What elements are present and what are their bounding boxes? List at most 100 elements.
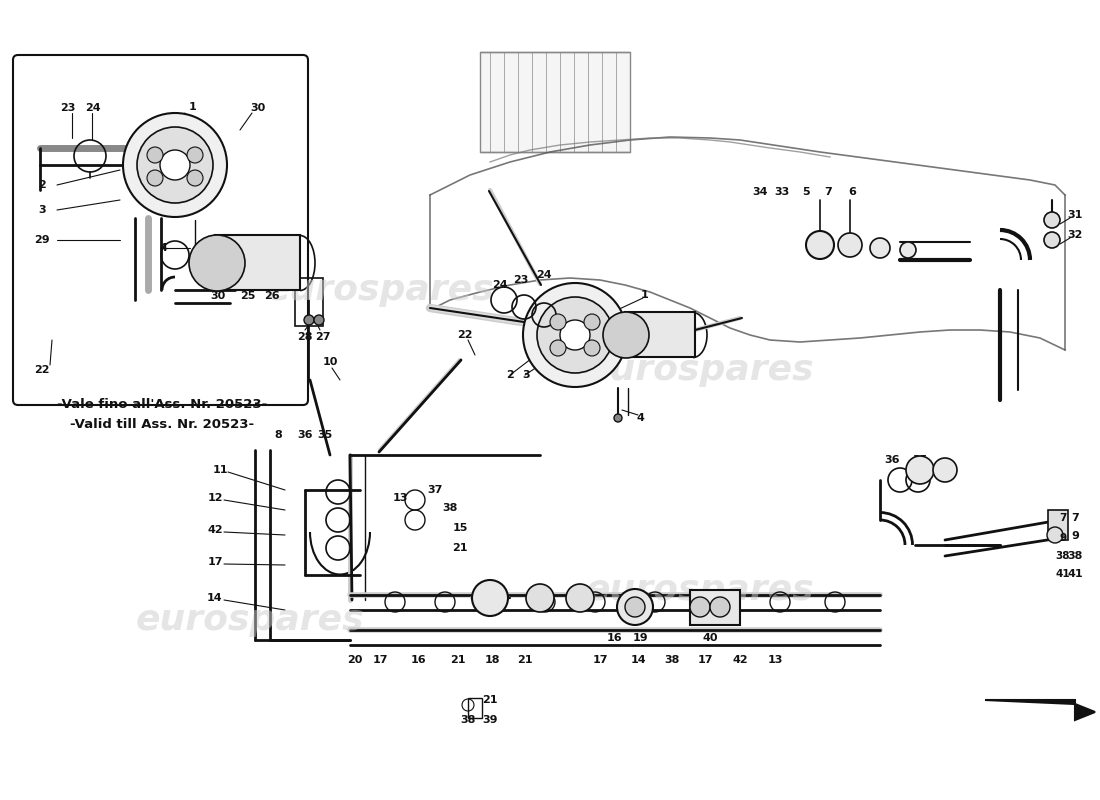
Bar (625, 312, 695, 357)
Circle shape (192, 250, 198, 256)
Text: 11: 11 (212, 465, 228, 475)
Circle shape (550, 340, 566, 356)
Circle shape (123, 113, 227, 217)
Text: 4: 4 (636, 413, 644, 423)
Text: 14: 14 (630, 655, 646, 665)
Circle shape (870, 238, 890, 258)
Polygon shape (984, 700, 1094, 720)
Text: 30: 30 (210, 291, 225, 301)
Text: 13: 13 (393, 493, 408, 503)
Circle shape (304, 315, 313, 325)
Text: 21: 21 (452, 543, 468, 553)
Text: 36: 36 (884, 455, 900, 465)
Circle shape (906, 456, 934, 484)
Text: 14: 14 (207, 593, 223, 603)
Circle shape (147, 147, 163, 163)
Text: 1: 1 (641, 290, 649, 300)
Text: 19: 19 (632, 633, 648, 643)
Text: 3: 3 (522, 370, 530, 380)
Bar (468, 698, 482, 718)
Circle shape (806, 231, 834, 259)
Text: 7: 7 (824, 187, 832, 197)
Text: 34: 34 (752, 187, 768, 197)
Circle shape (933, 458, 957, 482)
Circle shape (1047, 527, 1063, 543)
Text: 39: 39 (482, 715, 497, 725)
Circle shape (617, 589, 653, 625)
Circle shape (187, 147, 204, 163)
Text: 25: 25 (240, 291, 255, 301)
Circle shape (900, 242, 916, 258)
Circle shape (1044, 232, 1060, 248)
Text: 38: 38 (1067, 551, 1082, 561)
Text: 7: 7 (1059, 513, 1067, 523)
Text: 6: 6 (848, 187, 856, 197)
Text: 17: 17 (372, 655, 387, 665)
Text: 8: 8 (274, 430, 282, 440)
Text: 32: 32 (1067, 230, 1082, 240)
Text: eurospares: eurospares (585, 573, 814, 607)
Circle shape (537, 297, 613, 373)
Text: 27: 27 (316, 332, 331, 342)
Text: 22: 22 (458, 330, 473, 340)
Circle shape (314, 315, 324, 325)
Text: 38: 38 (1056, 551, 1070, 561)
Circle shape (584, 314, 600, 330)
Text: 38: 38 (442, 503, 458, 513)
Text: 13: 13 (768, 655, 783, 665)
Text: 10: 10 (322, 357, 338, 367)
Text: 17: 17 (592, 655, 607, 665)
Text: 22: 22 (34, 365, 50, 375)
Circle shape (160, 150, 190, 180)
Circle shape (614, 414, 622, 422)
Text: 35: 35 (318, 430, 332, 440)
Circle shape (625, 597, 645, 617)
Text: 3: 3 (39, 205, 46, 215)
Text: 38: 38 (460, 715, 475, 725)
Bar (480, 52, 630, 152)
Text: 21: 21 (517, 655, 532, 665)
Text: 42: 42 (207, 525, 223, 535)
Bar (690, 590, 740, 625)
Text: 17: 17 (207, 557, 222, 567)
Circle shape (690, 597, 710, 617)
Bar (295, 278, 323, 326)
Text: 24: 24 (536, 270, 552, 280)
Text: 20: 20 (348, 655, 363, 665)
Text: 40: 40 (702, 633, 717, 643)
Text: 38: 38 (664, 655, 680, 665)
Circle shape (838, 233, 862, 257)
Text: 26: 26 (264, 291, 279, 301)
Bar (214, 235, 300, 290)
Text: 23: 23 (514, 275, 529, 285)
Text: 16: 16 (410, 655, 426, 665)
Circle shape (187, 170, 204, 186)
Text: 41: 41 (1067, 569, 1082, 579)
Text: eurospares: eurospares (135, 603, 364, 637)
Text: 23: 23 (60, 103, 76, 113)
Circle shape (147, 170, 163, 186)
Circle shape (710, 597, 730, 617)
Text: 12: 12 (207, 493, 222, 503)
Circle shape (603, 312, 649, 358)
Text: 24: 24 (492, 280, 508, 290)
Text: 31: 31 (1067, 210, 1082, 220)
Text: 9: 9 (1071, 531, 1079, 541)
FancyBboxPatch shape (13, 55, 308, 405)
Text: 28: 28 (297, 332, 312, 342)
Text: eurospares: eurospares (585, 353, 814, 387)
Circle shape (138, 127, 213, 203)
Text: 7: 7 (1071, 513, 1079, 523)
Circle shape (560, 320, 590, 350)
Text: 2: 2 (39, 180, 46, 190)
Circle shape (472, 580, 508, 616)
Text: 17: 17 (697, 655, 713, 665)
Text: 15: 15 (452, 523, 468, 533)
Text: 33: 33 (774, 187, 790, 197)
Circle shape (522, 283, 627, 387)
Text: 1: 1 (189, 102, 197, 112)
Text: 2: 2 (506, 370, 514, 380)
Text: -Vale fino all'Ass. Nr. 20523-: -Vale fino all'Ass. Nr. 20523- (57, 398, 267, 411)
Text: 30: 30 (251, 103, 265, 113)
Circle shape (566, 584, 594, 612)
